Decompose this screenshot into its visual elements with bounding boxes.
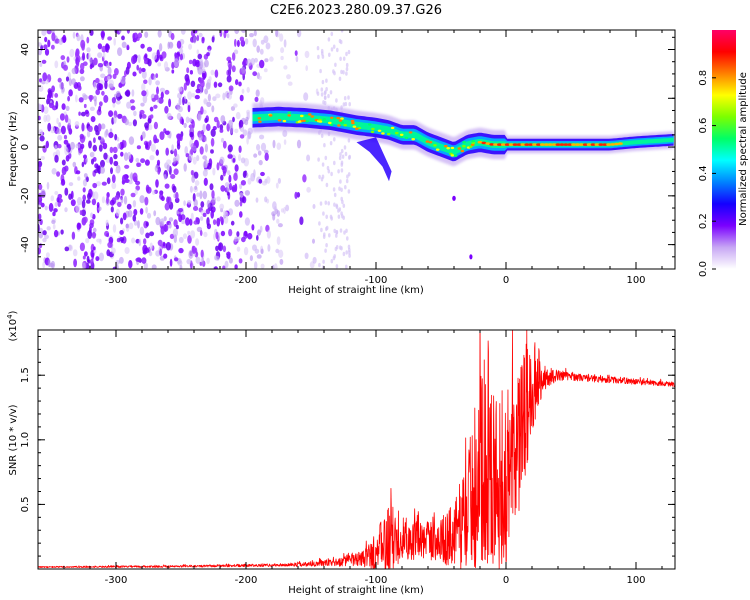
spectrogram-y-axis: -40 -20 0 20 40: [20, 36, 675, 270]
x-tick-label: 100: [626, 575, 645, 586]
x-tick-label: -300: [105, 575, 128, 586]
x-tick-label: -200: [235, 575, 258, 586]
snr-x-axis: -300 -200 -100 0 100: [37, 330, 663, 586]
spectrogram-frame: [37, 29, 676, 270]
y-tick-label: 1.5: [20, 367, 31, 383]
spectrogram-x-label: Height of straight line (km): [288, 285, 424, 296]
snr-y-multiplier-exp: 4: [6, 314, 14, 319]
x-tick-label: -300: [105, 275, 128, 286]
colorbar-ticks: 0.0 0.2 0.4 0.6 0.8: [698, 70, 716, 277]
y-tick-label: 20: [20, 92, 31, 105]
colorbar-tick-label: 0.6: [698, 118, 709, 134]
snr-y-multiplier: (x104): [6, 310, 19, 341]
snr-panel: -300 -200 -100 0 100 0.5 1.0 1.5 Height of str…: [6, 310, 676, 596]
colorbar-tick-label: 0.2: [698, 213, 709, 229]
y-tick-label: -20: [20, 188, 31, 204]
spectrogram-y-label: Frequency (Hz): [8, 111, 19, 187]
colorbar-tick-label: 0.8: [698, 70, 709, 86]
snr-background: [38, 330, 675, 569]
snr-y-axis: 0.5 1.0 1.5: [20, 335, 675, 570]
colorbar: 0.0 0.2 0.4 0.6 0.8 Normalized spectral ampl…: [698, 30, 749, 277]
spectrogram-noise: [38, 30, 352, 269]
x-tick-label: -200: [235, 275, 258, 286]
figure-title: C2E6.2023.280.09.37.G26: [270, 3, 442, 18]
spectrogram-ridge: [252, 101, 674, 260]
y-tick-label: 40: [20, 43, 31, 56]
snr-y-label: SNR (10 * v/v): [8, 404, 19, 475]
snr-x-label: Height of straight line (km): [288, 585, 424, 596]
x-tick-label: -100: [365, 275, 388, 286]
y-tick-label: 0.5: [20, 496, 31, 512]
y-tick-label: 0: [20, 144, 31, 150]
x-tick-label: -100: [365, 575, 388, 586]
x-tick-label: 0: [503, 275, 509, 286]
colorbar-gradient: [712, 30, 736, 269]
x-tick-label: 100: [626, 275, 645, 286]
snr-y-multiplier-base: (x10: [8, 319, 19, 342]
y-tick-label: -40: [20, 236, 31, 252]
snr-series-line: [38, 330, 675, 569]
x-tick-label: 0: [503, 575, 509, 586]
spectrogram-x-axis: -300 -200 -100 0 100: [37, 30, 663, 286]
y-tick-label: 1.0: [20, 432, 31, 448]
snr-frame: [37, 329, 676, 570]
colorbar-label: Normalized spectral amplitude: [738, 72, 749, 226]
colorbar-tick-label: 0.0: [698, 261, 709, 277]
colorbar-tick-label: 0.4: [698, 165, 709, 181]
